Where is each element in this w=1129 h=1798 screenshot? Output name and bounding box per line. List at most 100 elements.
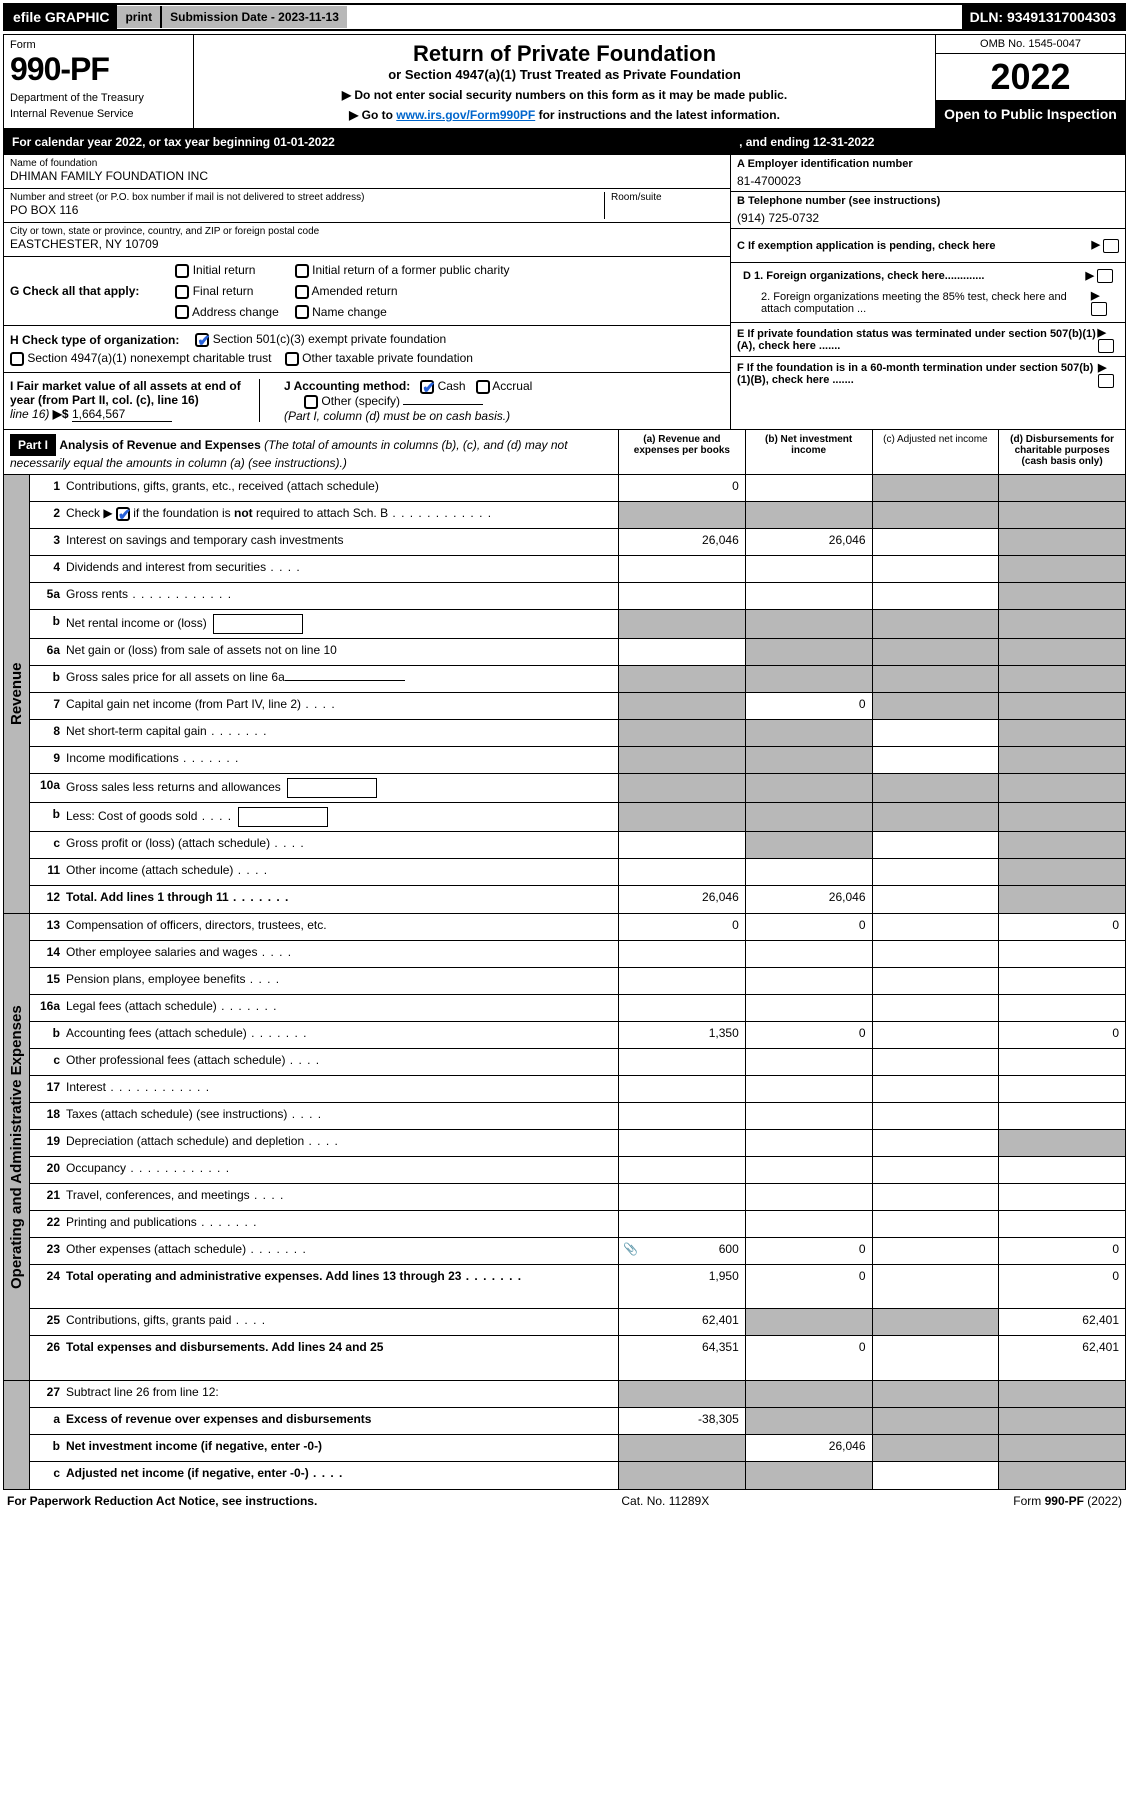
table-row: 18Taxes (attach schedule) (see instructi…: [30, 1103, 1125, 1130]
cell-a: [619, 556, 746, 582]
cell-d: [999, 1184, 1125, 1210]
cell-a: [619, 610, 746, 638]
cell-c: [873, 774, 1000, 802]
foundation-name: DHIMAN FAMILY FOUNDATION INC: [10, 169, 724, 183]
cell-d: [999, 1408, 1125, 1434]
line-desc: Compensation of officers, directors, tru…: [64, 914, 619, 940]
calendar-year-row: For calendar year 2022, or tax year begi…: [3, 129, 1126, 155]
b-label: B Telephone number (see instructions): [737, 195, 1119, 207]
g-row: G Check all that apply: Initial return F…: [4, 257, 730, 326]
address: PO BOX 116: [10, 203, 604, 217]
addr-row: Number and street (or P.O. box number if…: [4, 189, 730, 223]
cell-a: [619, 859, 746, 885]
form-number: 990-PF: [10, 51, 187, 88]
j-cash-check[interactable]: [420, 380, 434, 394]
line-desc: Gross sales less returns and allowances: [64, 774, 619, 802]
revenue-vert-label: Revenue: [4, 475, 30, 913]
g-address-check[interactable]: [175, 305, 189, 319]
h-label: H Check type of organization:: [10, 333, 179, 347]
print-link[interactable]: print: [117, 6, 162, 28]
d2-check[interactable]: [1091, 302, 1107, 316]
col-c-text: (c) Adjusted net income: [883, 434, 988, 445]
cell-c: [873, 1022, 1000, 1048]
table-row: cOther professional fees (attach schedul…: [30, 1049, 1125, 1076]
name-label: Name of foundation: [10, 158, 724, 169]
col-b-header: (b) Net investment income: [746, 430, 873, 474]
cell-d: [999, 720, 1125, 746]
inner-input: [213, 614, 303, 634]
cell-c: [873, 1184, 1000, 1210]
table-row: 5aGross rents: [30, 583, 1125, 610]
line-desc: Legal fees (attach schedule): [64, 995, 619, 1021]
line-desc: Total. Add lines 1 through 11: [64, 886, 619, 913]
table-row: cGross profit or (loss) (attach schedule…: [30, 832, 1125, 859]
g-opt0: Initial return: [193, 263, 256, 277]
h-4947-check[interactable]: [10, 352, 24, 366]
cell-d: [999, 1381, 1125, 1407]
table-row: 23Other expenses (attach schedule)📎60000: [30, 1238, 1125, 1265]
expense-table: Operating and Administrative Expenses 13…: [3, 914, 1126, 1381]
cell-c: [873, 803, 1000, 831]
d1-check[interactable]: [1097, 269, 1113, 283]
cell-d: [999, 693, 1125, 719]
g-opt4: Amended return: [311, 284, 397, 298]
cell-a: [619, 666, 746, 692]
j-other-line: [403, 404, 483, 405]
city: EASTCHESTER, NY 10709: [10, 237, 724, 251]
j-accrual-check[interactable]: [476, 380, 490, 394]
line-desc: Total expenses and disbursements. Add li…: [64, 1336, 619, 1380]
cell-a: [619, 832, 746, 858]
cell-a: 62,401: [619, 1309, 746, 1335]
f-label: F If the foundation is in a 60-month ter…: [737, 362, 1098, 386]
cell-c: [873, 1408, 1000, 1434]
line-num: 15: [30, 968, 64, 994]
part1-header-row: Part I Analysis of Revenue and Expenses …: [3, 429, 1126, 475]
table-row: bNet rental income or (loss): [30, 610, 1125, 639]
cell-a: [619, 1103, 746, 1129]
cell-a: [619, 1130, 746, 1156]
line-desc: Subtract line 26 from line 12:: [64, 1381, 619, 1407]
line-desc: Net rental income or (loss): [64, 610, 619, 638]
cell-c: [873, 1462, 1000, 1489]
line-desc: Accounting fees (attach schedule): [64, 1022, 619, 1048]
cell-c: [873, 502, 1000, 528]
footer-left: For Paperwork Reduction Act Notice, see …: [7, 1494, 317, 1508]
line-num: 13: [30, 914, 64, 940]
header-center: Return of Private Foundation or Section …: [194, 35, 935, 128]
g-former-check[interactable]: [295, 264, 309, 278]
irs-link[interactable]: www.irs.gov/Form990PF: [396, 108, 535, 122]
cell-d: [999, 859, 1125, 885]
c-check[interactable]: [1103, 239, 1119, 253]
form-title: Return of Private Foundation: [214, 41, 915, 67]
cell-a: [619, 583, 746, 609]
cell-d: [999, 1435, 1125, 1461]
h-other-check[interactable]: [285, 352, 299, 366]
cell-a: [619, 995, 746, 1021]
topbar: efile GRAPHIC print Submission Date - 20…: [3, 3, 1126, 31]
g-final-check[interactable]: [175, 285, 189, 299]
tax-year: 2022: [936, 54, 1125, 100]
h-501c3-check[interactable]: [195, 333, 209, 347]
schb-check[interactable]: [116, 507, 130, 521]
g-namechange-check[interactable]: [295, 305, 309, 319]
g-amended-check[interactable]: [295, 285, 309, 299]
line-desc: Gross rents: [64, 583, 619, 609]
cell-a: 📎600: [619, 1238, 746, 1264]
cell-a: [619, 941, 746, 967]
schedule-icon[interactable]: 📎: [623, 1242, 638, 1256]
g-initial-check[interactable]: [175, 264, 189, 278]
line-num: b: [30, 1435, 64, 1461]
f-check[interactable]: [1098, 374, 1114, 388]
e-check[interactable]: [1098, 339, 1114, 353]
c-row: C If exemption application is pending, c…: [731, 229, 1125, 263]
table-row: aExcess of revenue over expenses and dis…: [30, 1408, 1125, 1435]
line-num: 23: [30, 1238, 64, 1264]
i-value: 1,664,567: [72, 407, 172, 422]
table-row: 14Other employee salaries and wages: [30, 941, 1125, 968]
city-label: City or town, state or province, country…: [10, 226, 724, 237]
j-other-check[interactable]: [304, 395, 318, 409]
cell-a: [619, 968, 746, 994]
cell-b: [746, 832, 873, 858]
table-row: 11Other income (attach schedule): [30, 859, 1125, 886]
table-row: 15Pension plans, employee benefits: [30, 968, 1125, 995]
